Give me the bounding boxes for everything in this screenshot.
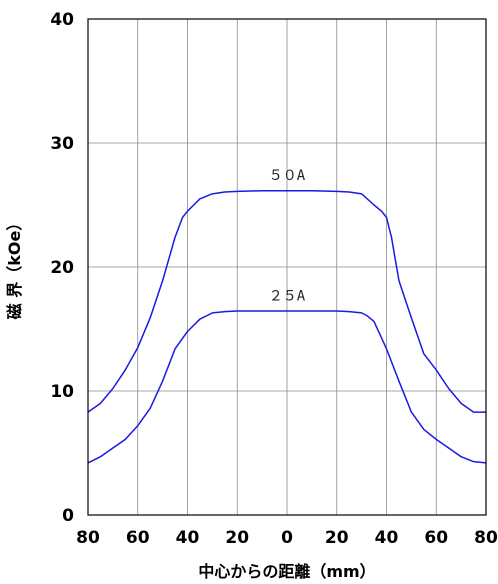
x-axis-title: 中心からの距離（mm） xyxy=(198,562,375,581)
series-labels: ５０A ２５A xyxy=(269,168,306,304)
plot-frame xyxy=(87,18,487,516)
series-lines xyxy=(87,189,487,464)
x-tick-labels: 80 60 40 20 0 20 40 60 80 xyxy=(76,528,498,548)
y-tick-label: 0 xyxy=(62,506,74,526)
y-tick-label: 10 xyxy=(50,382,74,402)
x-tick-label: 80 xyxy=(76,528,100,548)
x-tick-label: 60 xyxy=(126,528,150,548)
grid-lines xyxy=(88,19,486,515)
y-axis-title: 磁 界（kOe） xyxy=(5,215,24,320)
y-tick-label: 30 xyxy=(50,134,74,154)
x-tick-label: 80 xyxy=(474,528,498,548)
y-tick-label: 40 xyxy=(50,10,74,30)
y-tick-labels: 0 10 20 30 40 xyxy=(50,10,74,526)
series-label: ５０A xyxy=(269,168,306,184)
x-tick-label: 20 xyxy=(225,528,249,548)
x-tick-label: 40 xyxy=(375,528,399,548)
x-tick-label: 60 xyxy=(424,528,448,548)
x-tick-label: 20 xyxy=(325,528,349,548)
x-tick-label: 0 xyxy=(281,528,293,548)
x-tick-label: 40 xyxy=(176,528,200,548)
series-line xyxy=(87,189,486,413)
series-label: ２５A xyxy=(269,288,306,304)
series-line xyxy=(87,310,487,464)
y-tick-label: 20 xyxy=(50,258,74,278)
